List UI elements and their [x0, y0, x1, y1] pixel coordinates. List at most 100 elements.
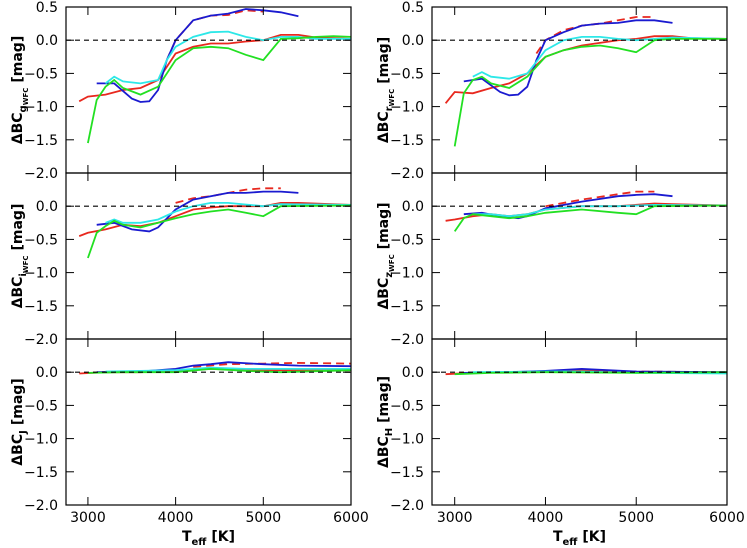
- y-tick-label: −1.0: [24, 266, 58, 282]
- panel: 3000 4000 5000 6000 0.0 −0.5 −1.0 −1.5 −2.0 ΔBCJ […: [10, 338, 369, 548]
- y-label-sub: H: [384, 428, 395, 436]
- y-tick-label: −1.0: [24, 432, 58, 448]
- series-line: [472, 36, 728, 80]
- y-tick-label: −0.5: [390, 232, 424, 248]
- y-tick-label: −1.5: [390, 299, 424, 315]
- y-label: ΔBCJ [mag]: [10, 378, 29, 465]
- panel: 0.0 −0.5 −1.0 −1.5 −2.0 ΔBCzWFC [mag]: [376, 172, 728, 348]
- x-tick-label: 4000: [528, 510, 564, 526]
- y-label-main: ΔBC: [10, 434, 26, 466]
- y-label-sub: z: [384, 272, 395, 278]
- y-tick-label: −2.0: [390, 332, 424, 348]
- y-tick-label: 0.5: [402, 0, 424, 16]
- series-line: [165, 9, 264, 61]
- y-label-main: ΔBC: [376, 278, 392, 310]
- x-label-main: T: [553, 529, 563, 545]
- y-label-main: ΔBC: [10, 277, 26, 309]
- series-line: [96, 190, 299, 233]
- y-tick-label: −1.0: [390, 432, 424, 448]
- y-tick-label: −0.5: [24, 398, 58, 414]
- y-tick-label: −2.0: [24, 166, 58, 182]
- x-label-sub: eff: [563, 537, 579, 548]
- frame: [431, 338, 728, 506]
- y-label-subsub: WFC: [388, 254, 396, 272]
- frame: [431, 6, 728, 174]
- x-label: Teff [K]: [553, 529, 606, 548]
- x-tick-label: 4000: [158, 510, 194, 526]
- y-tick-label: −0.5: [24, 66, 58, 82]
- series-line: [453, 204, 728, 232]
- y-label-unit: [mag]: [10, 378, 26, 425]
- x-tick-label: 3000: [437, 510, 473, 526]
- y-tick-label: −1.5: [24, 465, 58, 481]
- series-line: [545, 190, 655, 208]
- frame: [65, 338, 352, 506]
- x-label-unit: [K]: [211, 529, 235, 545]
- y-label-unit: [mag]: [10, 36, 26, 83]
- x-label-sub: eff: [192, 537, 208, 548]
- frame: [65, 172, 352, 340]
- y-tick-label: −1.5: [24, 133, 58, 149]
- series-line: [87, 35, 352, 144]
- y-tick-label: 0.0: [36, 199, 58, 215]
- y-label-sub: r: [384, 106, 395, 111]
- x-label: Teff [K]: [182, 529, 235, 548]
- y-label: ΔBCH [mag]: [376, 376, 395, 468]
- series-line: [87, 204, 352, 259]
- y-tick-label: 0.0: [402, 365, 424, 381]
- y-tick-label: −1.5: [24, 299, 58, 315]
- y-tick-label: −2.0: [390, 166, 424, 182]
- y-tick-label: −2.0: [24, 498, 58, 514]
- panel: 0.5 0.0 −0.5 −1.0 −1.5 −2.0 ΔBCrWFC [mag]: [376, 0, 728, 182]
- series-line: [453, 38, 727, 147]
- panel: 0.5 0.0 −0.5 −1.0 −1.5 −2.0 ΔBCgWFC [mag]: [10, 0, 352, 182]
- y-tick-label: 0.0: [36, 33, 58, 49]
- panel: 0.0 −0.5 −1.0 −1.5 −2.0 ΔBCiWFC [mag]: [10, 172, 352, 348]
- x-tick-label: 6000: [333, 510, 369, 526]
- y-label-sub: J: [18, 430, 29, 435]
- series-line: [472, 203, 728, 218]
- y-label: ΔBCgWFC [mag]: [10, 36, 30, 144]
- y-label: ΔBCiWFC [mag]: [10, 204, 30, 309]
- x-tick-label: 5000: [618, 510, 654, 526]
- series-line: [535, 16, 655, 55]
- y-label-sub: i: [18, 273, 29, 276]
- y-label-main: ΔBC: [376, 436, 392, 468]
- y-tick-label: −1.0: [390, 100, 424, 116]
- y-tick-label: −2.0: [390, 498, 424, 514]
- y-label-main: ΔBC: [10, 112, 26, 144]
- y-label-unit: [mag]: [10, 204, 26, 251]
- y-tick-label: −1.5: [390, 465, 424, 481]
- y-tick-label: −1.0: [390, 266, 424, 282]
- y-label-main: ΔBC: [376, 111, 392, 143]
- y-tick-label: −1.5: [390, 133, 424, 149]
- y-tick-label: −0.5: [390, 398, 424, 414]
- y-label-subsub: WFC: [22, 256, 30, 274]
- y-label-subsub: WFC: [388, 89, 396, 107]
- panel: 3000 4000 5000 6000 0.0 −0.5 −1.0 −1.5 −2.0 ΔBCH […: [376, 338, 745, 548]
- y-tick-label: −2.0: [24, 332, 58, 348]
- y-tick-label: 0.5: [36, 0, 58, 16]
- y-tick-label: 0.0: [36, 365, 58, 381]
- series-line: [104, 30, 351, 85]
- x-tick-label: 6000: [709, 510, 745, 526]
- y-tick-label: −0.5: [24, 232, 58, 248]
- y-label: ΔBCzWFC [mag]: [376, 202, 396, 309]
- y-label-unit: [mag]: [376, 37, 392, 84]
- series-line: [463, 19, 673, 97]
- series-line: [105, 366, 351, 373]
- y-tick-label: 0.0: [402, 199, 424, 215]
- series-line: [78, 34, 352, 103]
- y-tick-label: 0.0: [402, 33, 424, 49]
- y-label-sub: g: [18, 105, 29, 112]
- x-label-unit: [K]: [582, 529, 606, 545]
- y-label-unit: [mag]: [376, 376, 392, 423]
- y-tick-label: −0.5: [390, 66, 424, 82]
- y-label-unit: [mag]: [376, 202, 392, 249]
- frame: [431, 172, 728, 340]
- y-tick-label: −1.0: [24, 100, 58, 116]
- y-label-subsub: WFC: [22, 88, 30, 106]
- x-tick-label: 5000: [245, 510, 281, 526]
- x-label-main: T: [182, 529, 192, 545]
